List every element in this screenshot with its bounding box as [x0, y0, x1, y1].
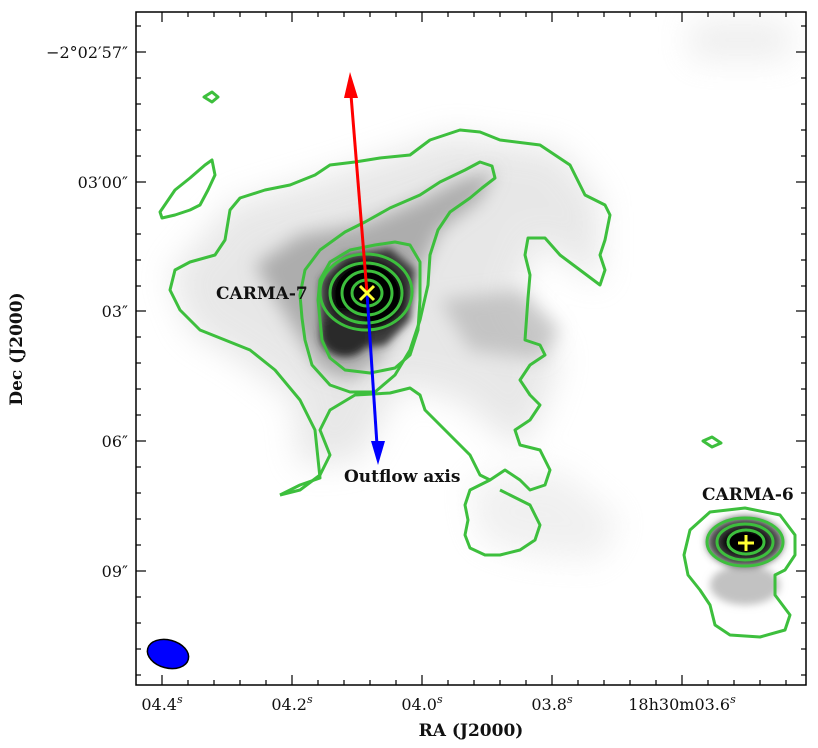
y-axis-title: Dec (J2000): [7, 292, 27, 405]
outflow-arrows: [344, 72, 385, 465]
x-tick-labels: 04.4s 04.2s 04.0s 03.8s 18h30m03.6s: [141, 693, 736, 714]
carma6-label: CARMA-6: [702, 485, 794, 505]
contour-carma6-3: [726, 528, 766, 556]
contour-level-3: [316, 240, 422, 375]
contour-carma6-outer: [682, 506, 797, 639]
contour-carma6-2: [715, 522, 775, 562]
contour-small-1: [202, 90, 220, 104]
x-axis-title: RA (J2000): [419, 721, 524, 741]
contour-level-4: [318, 252, 414, 332]
x-tick-label: 03.8s: [531, 693, 573, 714]
carma7-label: CARMA-7: [216, 284, 308, 304]
contour-carma6-1: [705, 516, 785, 568]
x-tick-label: 18h30m03.6s: [628, 693, 736, 714]
contour-outer-main: [168, 128, 612, 557]
beam-ellipse: [146, 638, 190, 670]
contour-small-2: [701, 435, 723, 449]
x-tick-label: 04.0s: [401, 693, 443, 714]
y-tick-label: 03′00″: [78, 173, 128, 192]
x-tick-label: 04.4s: [141, 693, 183, 714]
outflow-blue-lobe: [365, 292, 379, 446]
tick-marks: [136, 12, 806, 685]
contour-outer-main-b: [279, 386, 491, 497]
carma7-marker: [358, 284, 376, 302]
contour-left-lobe: [158, 158, 217, 220]
outflow-blue-arrowhead: [371, 441, 385, 465]
contour-level-2: [298, 160, 497, 394]
y-tick-label: 06″: [102, 432, 128, 451]
x-tick-label: 04.2s: [271, 693, 313, 714]
y-tick-label: 09″: [102, 562, 128, 581]
carma6-marker: [738, 535, 754, 551]
outflow-red-arrowhead: [344, 72, 358, 98]
source-markers: [358, 284, 754, 551]
outflow-red-lobe: [349, 94, 369, 294]
y-tick-label: 03″: [102, 302, 128, 321]
outflow-axis-label: Outflow axis: [344, 467, 460, 487]
plot-frame: [135, 11, 807, 686]
contours: [158, 90, 797, 639]
y-tick-label: −2°02′57″: [46, 43, 128, 62]
y-tick-labels: −2°02′57″ 03′00″ 03″ 06″ 09″: [46, 43, 128, 581]
